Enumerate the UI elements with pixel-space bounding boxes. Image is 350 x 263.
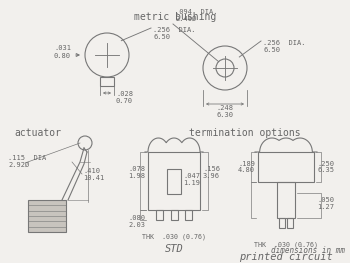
Text: .250
6.35: .250 6.35 bbox=[317, 160, 334, 174]
Bar bbox=[170, 210, 177, 220]
Text: 6.30: 6.30 bbox=[217, 112, 233, 118]
Bar bbox=[258, 152, 314, 182]
Text: .156
3.96: .156 3.96 bbox=[203, 166, 220, 179]
Bar bbox=[28, 200, 66, 232]
Text: THK  .030 (0.76): THK .030 (0.76) bbox=[254, 242, 318, 249]
Text: .256  DIA.
6.50: .256 DIA. 6.50 bbox=[153, 27, 196, 40]
Text: .248: .248 bbox=[217, 105, 233, 111]
Text: THK  .030 (0.76): THK .030 (0.76) bbox=[142, 234, 206, 240]
Text: .028
0.70: .028 0.70 bbox=[116, 91, 133, 104]
Text: metric bushing: metric bushing bbox=[134, 12, 216, 22]
Bar bbox=[167, 169, 181, 194]
Text: actuator: actuator bbox=[14, 128, 62, 138]
Text: printed circuit: printed circuit bbox=[239, 252, 333, 262]
Text: .094  DIA.
2.40Ø: .094 DIA. 2.40Ø bbox=[175, 9, 217, 22]
Text: .080
2.03: .080 2.03 bbox=[128, 215, 145, 228]
Bar bbox=[148, 152, 200, 210]
Bar bbox=[100, 77, 114, 86]
Text: .078
1.98: .078 1.98 bbox=[128, 166, 145, 179]
Text: .047
1.19: .047 1.19 bbox=[183, 173, 200, 186]
Text: STD: STD bbox=[164, 244, 183, 254]
Text: .115  DIA
2.92Ø: .115 DIA 2.92Ø bbox=[8, 155, 46, 168]
Bar bbox=[279, 218, 285, 228]
Text: .410
10.41: .410 10.41 bbox=[83, 168, 104, 181]
Bar bbox=[185, 210, 192, 220]
Text: .031
0.80: .031 0.80 bbox=[54, 45, 71, 58]
Text: termination options: termination options bbox=[189, 128, 301, 138]
Bar bbox=[287, 218, 294, 228]
Text: .050
1.27: .050 1.27 bbox=[317, 197, 334, 210]
Bar bbox=[277, 182, 295, 218]
Text: dimensions in mm: dimensions in mm bbox=[271, 246, 345, 255]
Text: .189
4.80: .189 4.80 bbox=[238, 160, 255, 174]
Text: .256  DIA.
6.50: .256 DIA. 6.50 bbox=[263, 40, 306, 53]
Bar bbox=[156, 210, 163, 220]
